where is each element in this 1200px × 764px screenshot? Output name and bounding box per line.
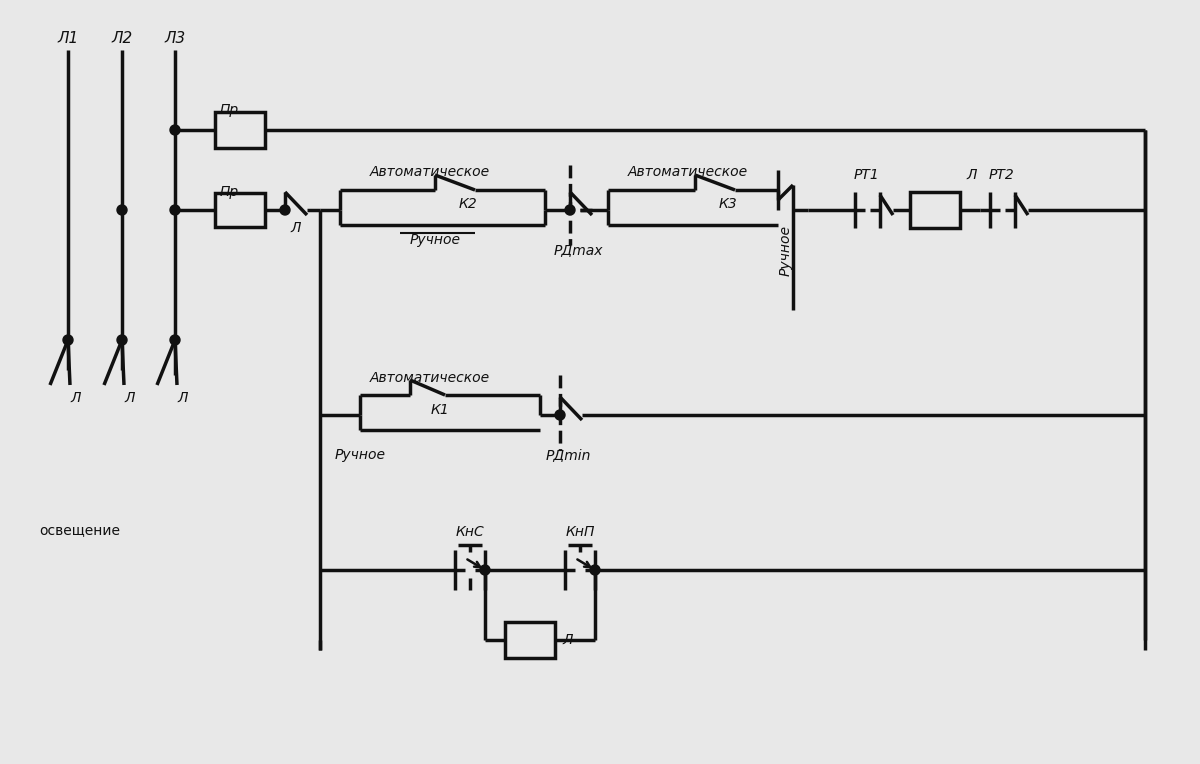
Text: Л: Л (125, 391, 136, 405)
Circle shape (170, 205, 180, 215)
Text: К1: К1 (431, 403, 449, 417)
Circle shape (170, 125, 180, 135)
Text: Л1: Л1 (58, 31, 79, 46)
Text: К3: К3 (719, 197, 737, 211)
Text: Ручное: Ручное (335, 448, 385, 462)
Circle shape (280, 205, 290, 215)
Text: Л: Л (967, 168, 977, 182)
Text: РДmax: РДmax (553, 243, 602, 257)
Text: Пр: Пр (220, 103, 239, 117)
Text: К2: К2 (458, 197, 478, 211)
Text: Л: Л (178, 391, 188, 405)
Text: Л2: Л2 (112, 31, 133, 46)
Circle shape (590, 565, 600, 575)
Circle shape (64, 335, 73, 345)
Circle shape (170, 335, 180, 345)
Text: Автоматическое: Автоматическое (628, 165, 748, 179)
Text: Л: Л (563, 633, 574, 647)
Text: освещение: освещение (40, 523, 120, 537)
Text: Л: Л (290, 221, 301, 235)
Bar (215, 193, 265, 227)
Text: Ручное: Ручное (779, 225, 793, 276)
Text: Л3: Л3 (164, 31, 186, 46)
Text: Л: Л (71, 391, 82, 405)
Text: Автоматическое: Автоматическое (370, 371, 490, 385)
Text: Пр: Пр (220, 185, 239, 199)
Circle shape (480, 565, 490, 575)
Text: КнП: КнП (565, 525, 595, 539)
Circle shape (554, 410, 565, 420)
Text: Ручное: Ручное (409, 233, 461, 247)
Bar (215, 112, 265, 148)
Text: РТ1: РТ1 (854, 168, 880, 182)
Circle shape (118, 205, 127, 215)
Bar (910, 192, 960, 228)
Text: Автоматическое: Автоматическое (370, 165, 490, 179)
Text: КнС: КнС (456, 525, 485, 539)
Text: РТ2: РТ2 (989, 168, 1015, 182)
Text: РДmin: РДmin (545, 448, 590, 462)
Bar (505, 622, 554, 658)
Circle shape (565, 205, 575, 215)
Circle shape (118, 335, 127, 345)
